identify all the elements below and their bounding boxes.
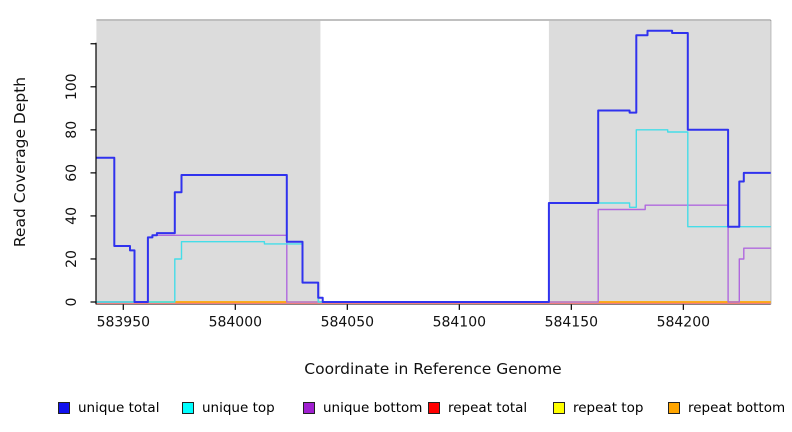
legend-label: unique top: [202, 400, 275, 416]
axes: 0 20 40 60 80 100 583950 584000 584050 584100 5841…: [64, 42, 771, 330]
coverage-series-lines: [96, 29, 771, 305]
y-tick-label: 100: [64, 73, 80, 100]
y-tick-label: 20: [64, 250, 80, 268]
legend-swatch-unique-total: [58, 402, 70, 414]
legend-item-unique-top: unique top: [182, 398, 275, 418]
legend-swatch-repeat-bottom: [668, 402, 680, 414]
x-tick-label: 584100: [433, 314, 486, 330]
shaded-regions: [96, 20, 771, 305]
legend-swatch-repeat-top: [553, 402, 565, 414]
legend-item-unique-bottom: unique bottom: [303, 398, 422, 418]
legend-label: unique bottom: [323, 400, 423, 416]
coverage-chart: 0 20 40 60 80 100 583950 584000 584050 584100 5841…: [11, 19, 772, 378]
legend-swatch-repeat-total: [428, 402, 440, 414]
x-tick-label: 583950: [97, 314, 150, 330]
legend-item-repeat-total: repeat total: [428, 398, 527, 418]
y-tick-label: 80: [64, 121, 80, 139]
y-tick-label: 60: [64, 164, 80, 182]
x-tick-label: 584000: [209, 314, 262, 330]
x-axis-title: Coordinate in Reference Genome: [304, 360, 561, 378]
legend-label: unique total: [78, 400, 160, 416]
legend-swatch-unique-top: [182, 402, 194, 414]
y-axis-title: Read Coverage Depth: [11, 77, 29, 247]
y-tick-label: 0: [64, 298, 80, 307]
legend-label: repeat top: [573, 400, 644, 416]
legend-item-repeat-bottom: repeat bottom: [668, 398, 785, 418]
y-tick-label: 40: [64, 207, 80, 225]
legend-swatch-unique-bottom: [303, 402, 315, 414]
legend-label: repeat bottom: [688, 400, 786, 416]
legend: unique total unique top unique bottom re…: [0, 398, 792, 422]
x-tick-label: 584200: [657, 314, 710, 330]
x-tick-label: 584050: [321, 314, 374, 330]
legend-item-repeat-top: repeat top: [553, 398, 643, 418]
x-tick-label: 584150: [545, 314, 598, 330]
legend-label: repeat total: [448, 400, 528, 416]
legend-item-unique-total: unique total: [58, 398, 159, 418]
